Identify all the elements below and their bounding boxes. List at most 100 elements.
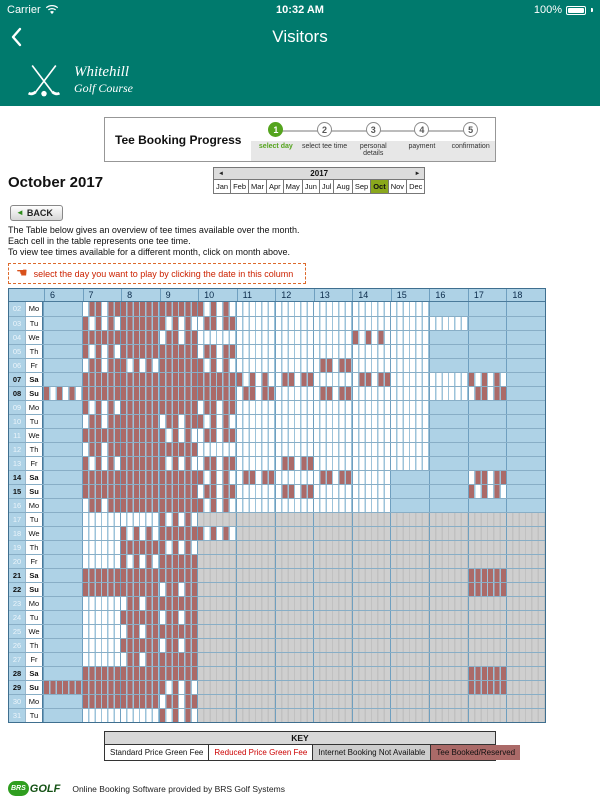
tee-hour-cell <box>158 345 198 359</box>
top-header: Carrier 10:32 AM 100% Visitors <box>0 0 600 106</box>
tee-hour-cell <box>158 583 198 597</box>
tee-hour-cell <box>351 387 391 401</box>
dow-cell: Th <box>25 443 43 457</box>
tee-hour-cell <box>120 569 159 583</box>
hour-label: 14 <box>352 289 391 302</box>
intro-line: Each cell in the table represents one te… <box>8 235 191 246</box>
date-cell[interactable]: 02 <box>12 304 22 314</box>
month-feb[interactable]: Feb <box>230 180 249 193</box>
grid-row: 28 Sa <box>9 666 545 681</box>
tee-hour-cell <box>236 681 275 695</box>
tee-hour-cell <box>120 555 159 569</box>
month-sep[interactable]: Sep <box>351 180 371 193</box>
wifi-icon <box>45 5 59 15</box>
tee-hour-cell <box>158 443 198 457</box>
next-year-arrow-icon[interactable]: ► <box>414 170 421 177</box>
tee-hour-cell <box>43 359 82 373</box>
tee-hour-cell <box>429 513 468 527</box>
grid-row: 23 Mo <box>9 596 545 611</box>
date-cell[interactable]: 25 <box>12 627 22 637</box>
tee-hour-cell <box>506 583 545 597</box>
tee-hour-cell <box>351 527 391 541</box>
tee-hour-cell <box>274 653 314 667</box>
month-selector: ◄ 2017 ► Jan Feb Mar Apr May Jun Jul Aug Sep Oct N… <box>213 167 426 194</box>
tee-hour-cell <box>313 387 352 401</box>
date-cell[interactable]: 30 <box>12 697 22 707</box>
date-cell[interactable]: 03 <box>12 319 22 329</box>
date-cell[interactable]: 06 <box>12 361 22 371</box>
date-cell[interactable]: 18 <box>12 529 22 539</box>
date-cell[interactable]: 16 <box>12 501 22 511</box>
tee-hour-cell <box>351 653 391 667</box>
date-cell[interactable]: 15 <box>12 487 22 497</box>
date-cell[interactable]: 13 <box>12 459 22 469</box>
tee-hour-cell <box>120 653 159 667</box>
dow-cell: Mo <box>25 695 43 709</box>
nav-back-button[interactable] <box>10 27 22 47</box>
date-cell[interactable]: 29 <box>12 683 22 693</box>
date-cell[interactable]: 24 <box>12 613 22 623</box>
date-cell[interactable]: 12 <box>12 445 22 455</box>
tee-hour-cell <box>158 555 198 569</box>
month-jul[interactable]: Jul <box>318 180 334 193</box>
tee-hour-cell <box>197 695 237 709</box>
tee-hour-cell <box>120 387 159 401</box>
date-cell[interactable]: 07 <box>12 375 22 385</box>
month-dec[interactable]: Dec <box>406 180 425 193</box>
tee-hour-cell <box>467 597 507 611</box>
date-cell[interactable]: 27 <box>12 655 22 665</box>
month-may[interactable]: May <box>282 180 302 193</box>
date-cell[interactable]: 14 <box>12 473 22 483</box>
month-oct[interactable]: Oct <box>370 180 388 193</box>
date-cell[interactable]: 08 <box>12 389 22 399</box>
tee-hour-cell <box>158 457 198 471</box>
tee-hour-cell <box>158 387 198 401</box>
tee-hour-cell <box>120 471 159 485</box>
tee-hour-cell <box>43 583 82 597</box>
tee-hour-cell <box>81 345 121 359</box>
tee-hour-cell <box>43 667 82 681</box>
prev-year-arrow-icon[interactable]: ◄ <box>218 170 224 177</box>
tee-hour-cell <box>313 583 352 597</box>
date-cell[interactable]: 19 <box>12 543 22 553</box>
month-mar[interactable]: Mar <box>248 180 266 193</box>
tee-hour-cell <box>351 681 391 695</box>
tee-hour-cell <box>158 513 198 527</box>
date-cell[interactable]: 05 <box>12 347 22 357</box>
date-cell[interactable]: 04 <box>12 333 22 343</box>
tee-hour-cell <box>429 401 468 415</box>
tee-hour-cell <box>43 373 82 387</box>
tee-hour-cell <box>429 471 468 485</box>
date-cell[interactable]: 09 <box>12 403 22 413</box>
tee-hour-cell <box>313 429 352 443</box>
tee-hour-cell <box>313 457 352 471</box>
date-cell[interactable]: 21 <box>12 571 22 581</box>
month-apr[interactable]: Apr <box>265 180 283 193</box>
month-nov[interactable]: Nov <box>387 180 407 193</box>
date-cell[interactable]: 20 <box>12 557 22 567</box>
tee-hour-cell <box>467 709 507 723</box>
date-cell[interactable]: 26 <box>12 641 22 651</box>
dow-cell: Fr <box>25 653 43 667</box>
progress-step-4: 4 <box>398 122 447 137</box>
date-cell[interactable]: 11 <box>13 431 21 441</box>
date-cell[interactable]: 10 <box>12 417 22 427</box>
month-aug[interactable]: Aug <box>333 180 352 193</box>
tee-hour-cell <box>158 611 198 625</box>
month-jan[interactable]: Jan <box>214 180 231 193</box>
tee-hour-cell <box>197 457 237 471</box>
date-cell[interactable]: 23 <box>12 599 22 609</box>
date-cell[interactable]: 22 <box>12 585 22 595</box>
grid-row: 17 Tu <box>9 512 545 527</box>
tee-hour-cell <box>506 317 545 331</box>
date-cell[interactable]: 28 <box>12 669 22 679</box>
tee-hour-cell <box>81 569 121 583</box>
tee-hour-cell <box>351 499 391 513</box>
back-button[interactable]: ◄ BACK <box>10 204 63 221</box>
tee-hour-cell <box>197 373 237 387</box>
month-jun[interactable]: Jun <box>301 180 319 193</box>
date-cell[interactable]: 17 <box>12 515 22 525</box>
date-cell[interactable]: 31 <box>12 711 22 721</box>
tee-hour-cell <box>120 611 159 625</box>
tee-hour-cell <box>390 611 430 625</box>
